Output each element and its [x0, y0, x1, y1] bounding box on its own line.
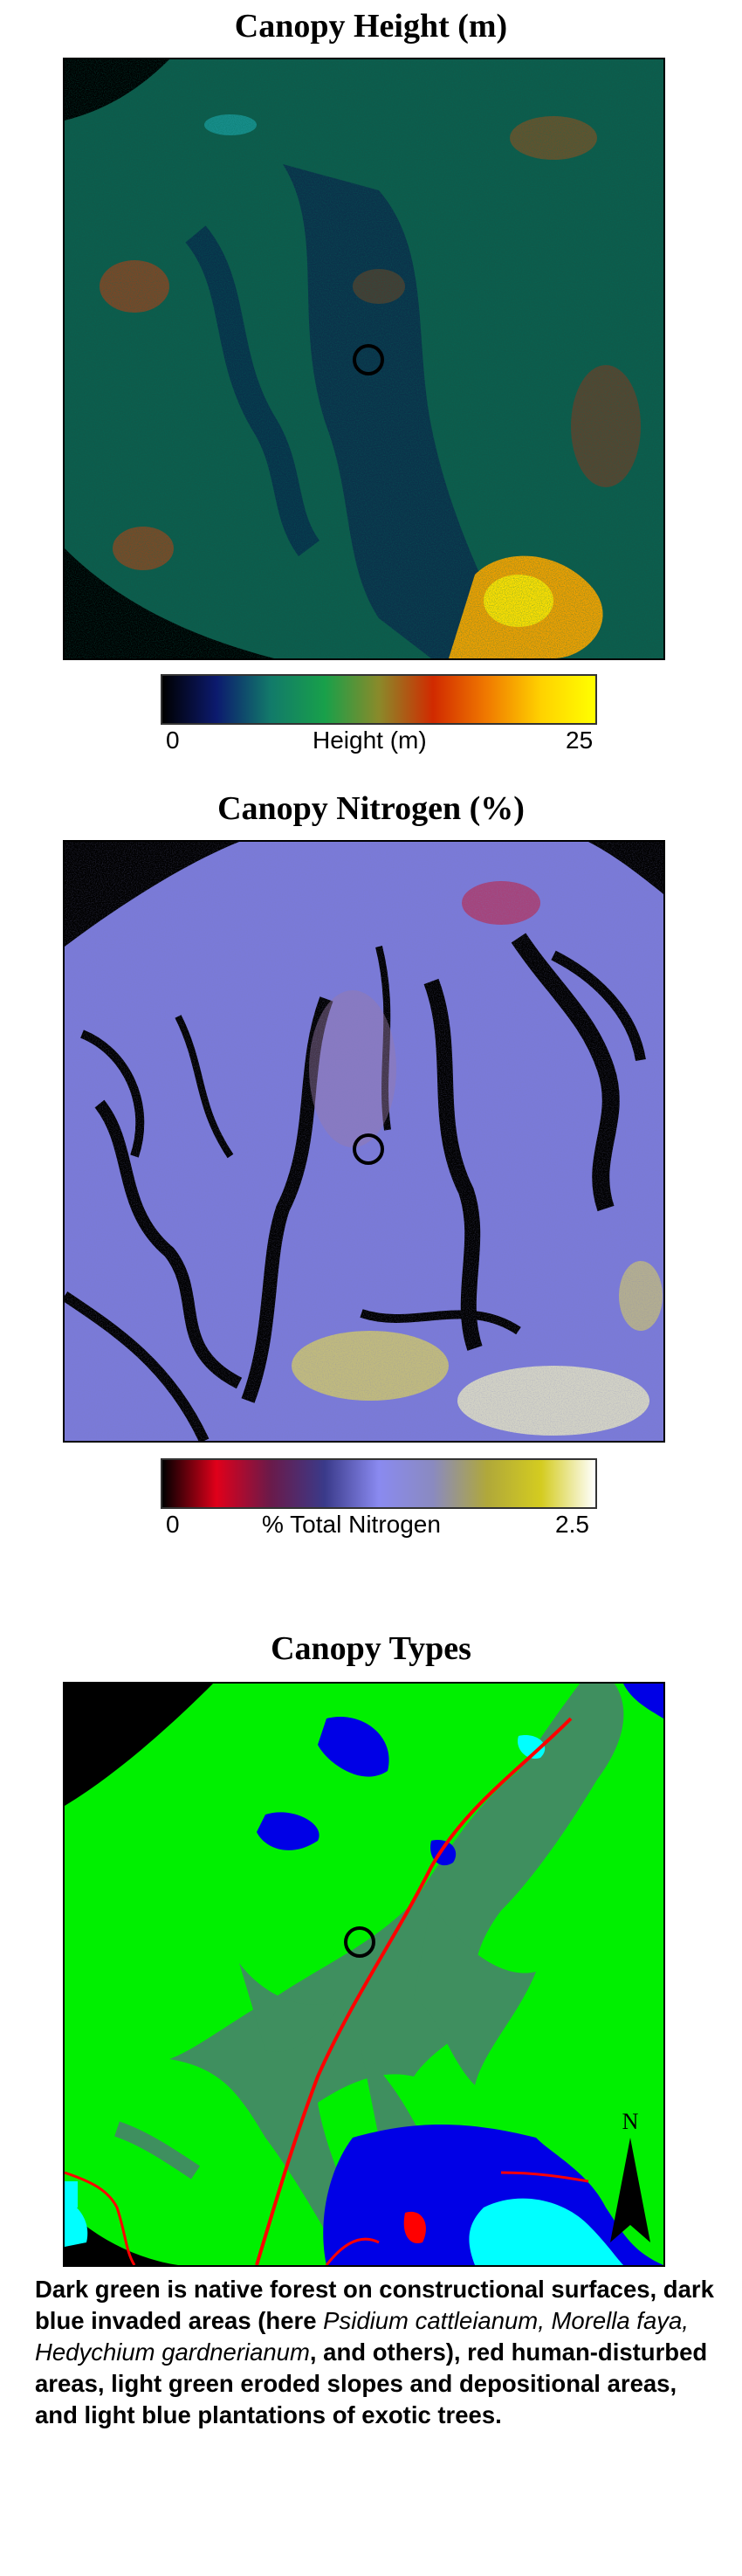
nitrogen-colorbar-label: % Total Nitrogen	[262, 1511, 441, 1538]
canopy-height-map	[63, 58, 665, 660]
north-arrow-label: N	[622, 2109, 639, 2134]
figure-caption: Dark green is native forest on construct…	[35, 2274, 725, 2431]
canopy-types-map: N	[63, 1682, 665, 2267]
height-colorbar-max: 25	[566, 727, 594, 754]
canopy-nitrogen-title: Canopy Nitrogen (%)	[217, 790, 525, 827]
caption-part-1: Dark green is native forest on construct…	[35, 2276, 714, 2334]
nitrogen-colorbar-max: 2.5	[555, 1511, 589, 1538]
height-colorbar	[161, 674, 597, 725]
canopy-types-title: Canopy Types	[271, 1630, 471, 1667]
height-colorbar-min: 0	[166, 727, 180, 754]
caption-species: Psidium cattleianum, Morella faya, Hedyc…	[35, 2307, 689, 2366]
caption-part-2: , and others), red human-disturbed areas…	[35, 2338, 708, 2428]
canopy-height-title: Canopy Height (m)	[234, 8, 508, 45]
nitrogen-colorbar	[161, 1458, 597, 1509]
canopy-nitrogen-map	[63, 840, 665, 1443]
height-colorbar-label: Height (m)	[313, 727, 427, 754]
nitrogen-colorbar-min: 0	[166, 1511, 180, 1538]
